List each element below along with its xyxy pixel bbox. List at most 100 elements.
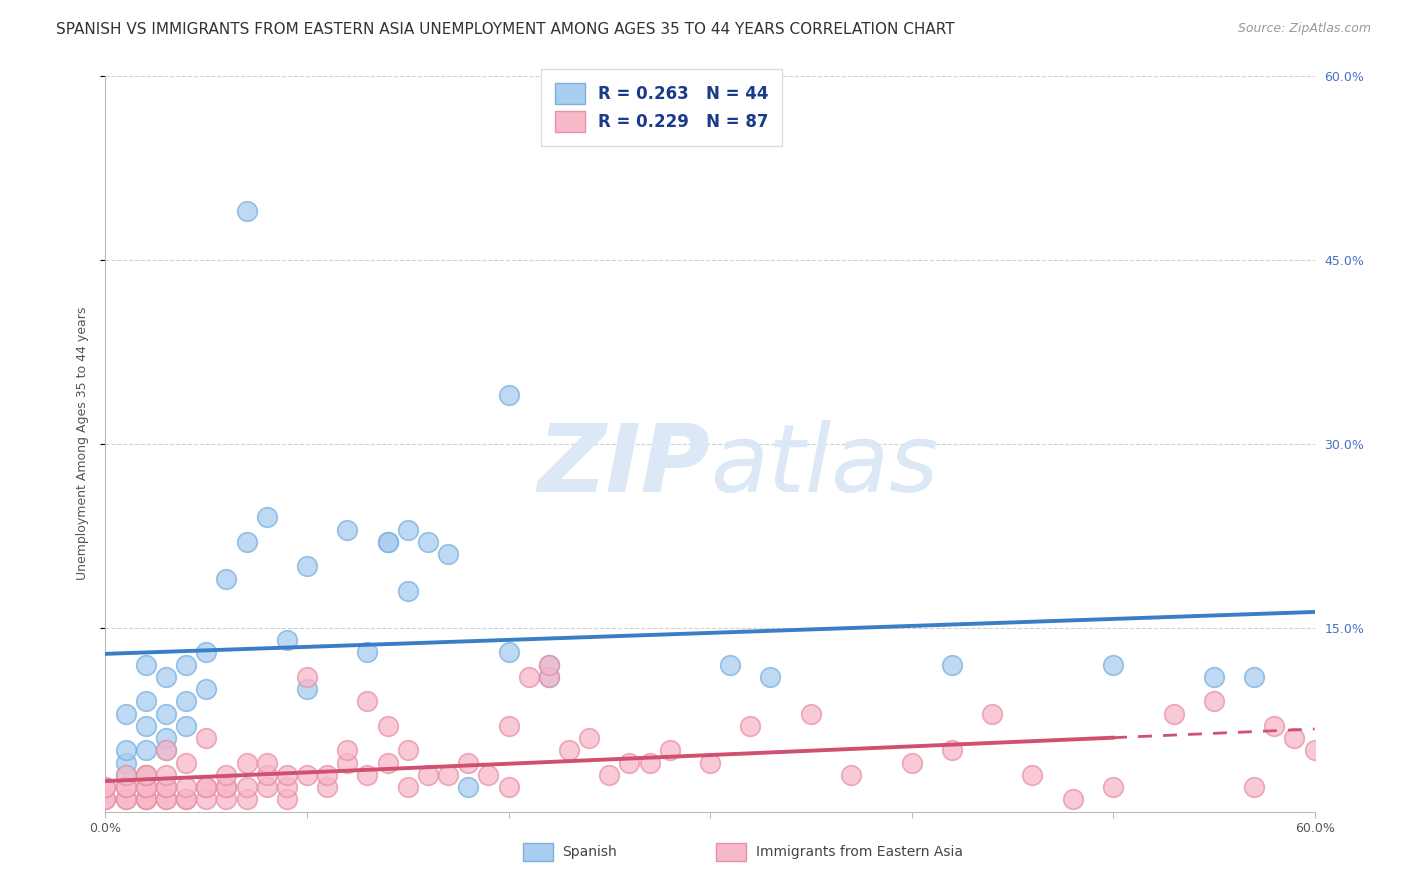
- Point: [256, 510, 278, 524]
- Point: [135, 780, 157, 795]
- Point: [155, 743, 177, 757]
- Point: [114, 780, 136, 795]
- Point: [174, 657, 197, 672]
- Text: Immigrants from Eastern Asia: Immigrants from Eastern Asia: [756, 846, 963, 859]
- Point: [396, 780, 419, 795]
- Point: [215, 780, 238, 795]
- Point: [135, 780, 157, 795]
- Point: [174, 792, 197, 806]
- Point: [437, 768, 460, 782]
- Point: [215, 792, 238, 806]
- Point: [638, 756, 661, 770]
- Point: [256, 780, 278, 795]
- Point: [256, 768, 278, 782]
- Point: [155, 670, 177, 684]
- Point: [336, 523, 359, 537]
- Point: [94, 780, 117, 795]
- Point: [416, 768, 439, 782]
- Point: [316, 768, 339, 782]
- Point: [195, 731, 218, 746]
- Point: [1163, 706, 1185, 721]
- Point: [1021, 768, 1043, 782]
- Point: [235, 534, 257, 549]
- Point: [759, 670, 782, 684]
- Point: [396, 743, 419, 757]
- Point: [941, 657, 963, 672]
- Point: [135, 792, 157, 806]
- Point: [155, 743, 177, 757]
- Point: [114, 792, 136, 806]
- Point: [135, 768, 157, 782]
- Text: Source: ZipAtlas.com: Source: ZipAtlas.com: [1237, 22, 1371, 36]
- Point: [235, 780, 257, 795]
- Legend: R = 0.263   N = 44, R = 0.229   N = 87: R = 0.263 N = 44, R = 0.229 N = 87: [541, 70, 782, 145]
- Point: [155, 780, 177, 795]
- Point: [174, 694, 197, 708]
- Point: [537, 670, 560, 684]
- Point: [114, 756, 136, 770]
- Point: [1102, 780, 1125, 795]
- Point: [235, 203, 257, 218]
- Point: [1202, 694, 1225, 708]
- Point: [195, 645, 218, 659]
- Point: [135, 792, 157, 806]
- Point: [416, 534, 439, 549]
- Point: [155, 731, 177, 746]
- Point: [498, 719, 520, 733]
- Text: ZIP: ZIP: [537, 420, 710, 512]
- Text: atlas: atlas: [710, 420, 938, 511]
- Point: [114, 768, 136, 782]
- Point: [276, 768, 298, 782]
- Point: [135, 780, 157, 795]
- Point: [1284, 731, 1306, 746]
- Point: [155, 768, 177, 782]
- Point: [155, 706, 177, 721]
- Point: [699, 756, 721, 770]
- Point: [1202, 670, 1225, 684]
- Point: [498, 387, 520, 401]
- Point: [276, 633, 298, 648]
- Point: [537, 657, 560, 672]
- Point: [295, 670, 318, 684]
- Point: [396, 523, 419, 537]
- Point: [135, 768, 157, 782]
- Point: [1102, 657, 1125, 672]
- Point: [537, 657, 560, 672]
- Point: [941, 743, 963, 757]
- Point: [174, 719, 197, 733]
- Point: [740, 719, 762, 733]
- Point: [155, 792, 177, 806]
- Point: [114, 780, 136, 795]
- Point: [256, 756, 278, 770]
- Point: [578, 731, 600, 746]
- Point: [295, 681, 318, 696]
- Point: [356, 645, 378, 659]
- Point: [457, 780, 479, 795]
- Point: [981, 706, 1004, 721]
- Point: [396, 583, 419, 598]
- Point: [558, 743, 581, 757]
- Point: [174, 792, 197, 806]
- Point: [114, 706, 136, 721]
- Point: [900, 756, 922, 770]
- Point: [114, 743, 136, 757]
- Point: [619, 756, 641, 770]
- Point: [718, 657, 741, 672]
- Point: [135, 694, 157, 708]
- Point: [356, 694, 378, 708]
- Point: [1263, 719, 1285, 733]
- Point: [215, 768, 238, 782]
- Point: [437, 547, 460, 561]
- Point: [276, 792, 298, 806]
- Point: [215, 572, 238, 586]
- FancyBboxPatch shape: [523, 843, 553, 861]
- Point: [839, 768, 862, 782]
- Point: [114, 792, 136, 806]
- Point: [155, 780, 177, 795]
- Point: [94, 792, 117, 806]
- Point: [498, 645, 520, 659]
- Point: [537, 670, 560, 684]
- Point: [356, 768, 378, 782]
- Point: [276, 780, 298, 795]
- Point: [135, 743, 157, 757]
